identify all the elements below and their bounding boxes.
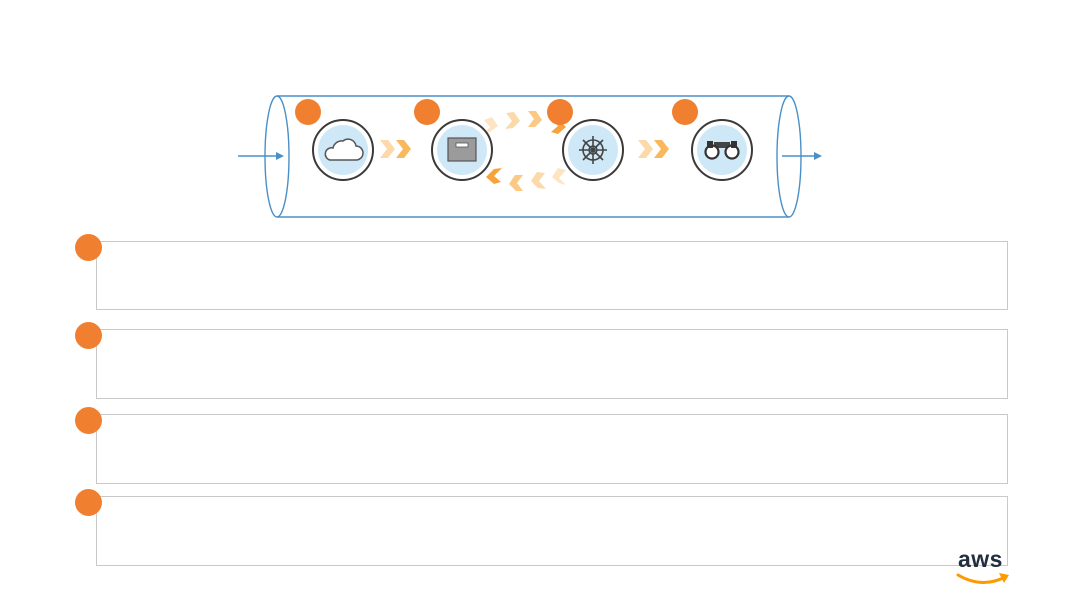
step-badge-2	[75, 322, 102, 349]
helm-wheel-icon	[579, 136, 607, 164]
step-badge-3	[75, 407, 102, 434]
step-box-3	[96, 414, 1008, 484]
stage-analyze	[691, 119, 753, 181]
output-arrow	[782, 152, 822, 160]
stage-process	[562, 119, 624, 181]
stage-badge-3	[547, 99, 573, 125]
pipe-cylinder	[264, 95, 802, 218]
binoculars-icon	[704, 141, 740, 160]
step-box-1	[96, 241, 1008, 310]
storage-box-icon	[447, 137, 477, 162]
aws-logo-text: aws	[958, 546, 1003, 572]
stage-badge-4	[672, 99, 698, 125]
step-badge-1	[75, 234, 102, 261]
stage-ingest	[312, 119, 374, 181]
step-box-2	[96, 329, 1008, 399]
pipeline-diagram	[238, 95, 822, 218]
flow-chevrons-3	[638, 140, 669, 158]
cloud-icon	[324, 138, 364, 161]
flow-chevrons-1	[380, 140, 411, 158]
step-box-4	[96, 496, 1008, 566]
stage-store	[431, 119, 493, 181]
stage-badge-1	[295, 99, 321, 125]
flow-chevrons-bottom-arc	[486, 168, 566, 191]
step-badge-4	[75, 489, 102, 516]
stage-badge-2	[414, 99, 440, 125]
aws-smile-icon	[956, 573, 1009, 584]
input-arrow	[238, 152, 284, 160]
